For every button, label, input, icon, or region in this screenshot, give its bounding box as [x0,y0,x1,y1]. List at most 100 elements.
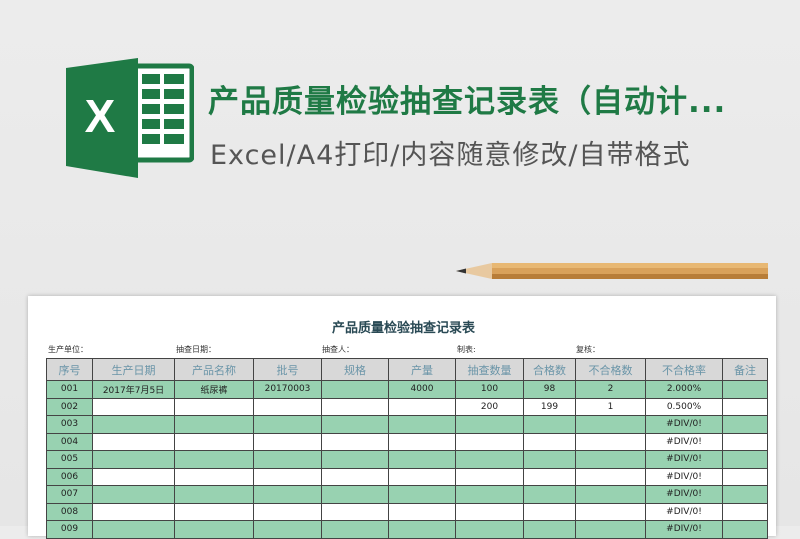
table-cell[interactable] [92,397,175,416]
table-cell[interactable]: #DIV/0! [645,520,723,539]
table-cell[interactable] [321,380,389,399]
table-cell[interactable] [174,397,254,416]
table-cell[interactable]: 1 [575,397,646,416]
table-cell[interactable] [523,485,576,504]
column-header[interactable]: 产品名称 [174,358,254,381]
table-cell[interactable] [253,450,322,469]
table-cell[interactable]: 4000 [388,380,456,399]
table-cell[interactable] [174,415,254,434]
table-cell[interactable] [174,467,254,486]
table-cell[interactable] [722,467,768,486]
table-cell[interactable] [92,502,175,521]
column-header[interactable]: 批号 [253,358,322,381]
table-cell[interactable]: 2 [575,380,646,399]
table-cell[interactable]: 006 [46,467,93,486]
table-cell[interactable] [455,485,524,504]
table-cell[interactable] [174,432,254,451]
table-cell[interactable] [321,502,389,521]
table-cell[interactable] [321,432,389,451]
table-cell[interactable] [253,502,322,521]
table-cell[interactable] [388,467,456,486]
table-cell[interactable]: #DIV/0! [645,502,723,521]
table-cell[interactable] [321,485,389,504]
table-cell[interactable] [92,415,175,434]
table-cell[interactable] [253,432,322,451]
column-header[interactable]: 产量 [388,358,456,381]
table-cell[interactable]: #DIV/0! [645,432,723,451]
table-cell[interactable] [388,432,456,451]
table-cell[interactable]: #DIV/0! [645,467,723,486]
table-cell[interactable] [575,432,646,451]
table-cell[interactable]: 2017年7月5日 [92,380,175,399]
table-cell[interactable] [523,502,576,521]
table-cell[interactable] [455,467,524,486]
table-cell[interactable] [321,397,389,416]
column-header[interactable]: 合格数 [523,358,576,381]
table-cell[interactable] [455,415,524,434]
column-header[interactable]: 规格 [321,358,389,381]
table-cell[interactable] [92,520,175,539]
table-cell[interactable] [722,380,768,399]
table-cell[interactable] [575,450,646,469]
table-cell[interactable] [575,502,646,521]
column-header[interactable]: 备注 [722,358,768,381]
table-cell[interactable] [455,502,524,521]
table-cell[interactable] [92,450,175,469]
table-cell[interactable] [575,485,646,504]
column-header[interactable]: 不合格率 [645,358,723,381]
column-header[interactable]: 序号 [46,358,93,381]
table-cell[interactable] [523,432,576,451]
table-cell[interactable] [455,450,524,469]
table-cell[interactable] [722,485,768,504]
table-cell[interactable] [523,467,576,486]
table-cell[interactable]: #DIV/0! [645,450,723,469]
table-cell[interactable] [388,415,456,434]
table-cell[interactable] [253,415,322,434]
table-cell[interactable] [523,520,576,539]
column-header[interactable]: 生产日期 [92,358,175,381]
table-cell[interactable]: 200 [455,397,524,416]
table-cell[interactable] [722,502,768,521]
table-cell[interactable] [253,467,322,486]
table-cell[interactable]: 98 [523,380,576,399]
table-cell[interactable] [253,397,322,416]
table-cell[interactable]: 100 [455,380,524,399]
table-cell[interactable]: 199 [523,397,576,416]
table-cell[interactable] [92,467,175,486]
table-cell[interactable] [388,485,456,504]
table-cell[interactable] [722,397,768,416]
table-cell[interactable] [321,415,389,434]
table-cell[interactable]: 005 [46,450,93,469]
table-cell[interactable] [388,397,456,416]
table-cell[interactable]: 002 [46,397,93,416]
column-header[interactable]: 抽查数量 [455,358,524,381]
table-cell[interactable] [455,432,524,451]
table-cell[interactable]: 纸尿裤 [174,380,254,399]
table-cell[interactable]: 003 [46,415,93,434]
table-cell[interactable] [523,415,576,434]
table-cell[interactable]: 2.000% [645,380,723,399]
table-cell[interactable]: #DIV/0! [645,485,723,504]
table-cell[interactable] [722,520,768,539]
table-cell[interactable]: 20170003 [253,380,322,399]
table-cell[interactable] [388,520,456,539]
table-cell[interactable] [575,415,646,434]
table-cell[interactable] [92,432,175,451]
table-cell[interactable] [253,485,322,504]
table-cell[interactable] [575,520,646,539]
table-cell[interactable]: 008 [46,502,93,521]
table-cell[interactable]: 001 [46,380,93,399]
table-cell[interactable] [455,520,524,539]
table-cell[interactable]: 009 [46,520,93,539]
table-cell[interactable]: 007 [46,485,93,504]
table-cell[interactable] [253,520,322,539]
table-cell[interactable] [174,485,254,504]
column-header[interactable]: 不合格数 [575,358,646,381]
table-cell[interactable] [388,502,456,521]
table-cell[interactable]: 0.500% [645,397,723,416]
table-cell[interactable] [575,467,646,486]
table-cell[interactable] [174,450,254,469]
table-cell[interactable] [722,450,768,469]
table-cell[interactable] [321,450,389,469]
table-cell[interactable] [388,450,456,469]
